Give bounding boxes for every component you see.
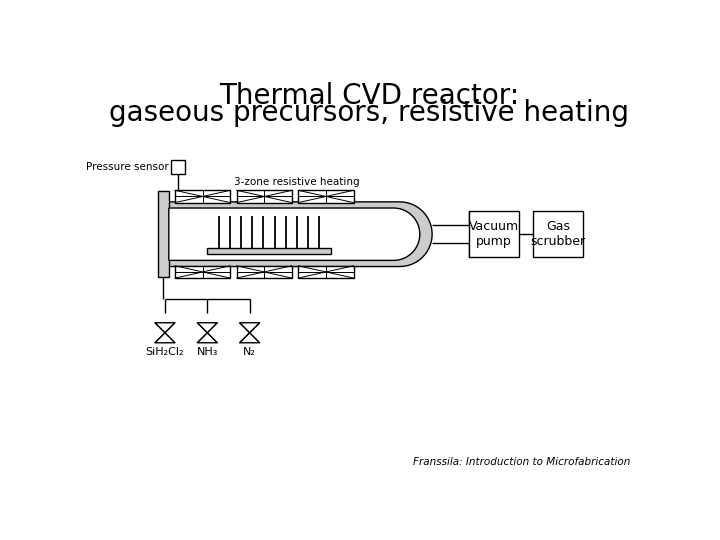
Polygon shape bbox=[240, 323, 260, 333]
Polygon shape bbox=[197, 323, 217, 333]
FancyBboxPatch shape bbox=[207, 248, 330, 254]
FancyBboxPatch shape bbox=[175, 190, 230, 202]
Text: Franssila: Introduction to Microfabrication: Franssila: Introduction to Microfabricat… bbox=[413, 457, 631, 467]
FancyBboxPatch shape bbox=[469, 211, 519, 257]
Text: gaseous precursors, resistive heating: gaseous precursors, resistive heating bbox=[109, 99, 629, 127]
Polygon shape bbox=[197, 333, 217, 343]
Text: Pressure sensor: Pressure sensor bbox=[86, 162, 168, 172]
Polygon shape bbox=[155, 323, 175, 333]
FancyBboxPatch shape bbox=[298, 266, 354, 278]
Text: SiH₂Cl₂: SiH₂Cl₂ bbox=[145, 347, 184, 356]
Text: NH₃: NH₃ bbox=[197, 347, 218, 356]
Polygon shape bbox=[155, 333, 175, 343]
FancyBboxPatch shape bbox=[237, 190, 292, 202]
FancyBboxPatch shape bbox=[298, 190, 354, 202]
FancyBboxPatch shape bbox=[158, 191, 168, 278]
PathPatch shape bbox=[168, 208, 420, 260]
FancyBboxPatch shape bbox=[175, 266, 230, 278]
FancyBboxPatch shape bbox=[237, 266, 292, 278]
FancyBboxPatch shape bbox=[171, 160, 185, 174]
Text: Gas
scrubber: Gas scrubber bbox=[531, 220, 585, 248]
Text: Thermal CVD reactor:: Thermal CVD reactor: bbox=[219, 82, 519, 110]
Text: N₂: N₂ bbox=[243, 347, 256, 356]
Text: 3-zone resistive heating: 3-zone resistive heating bbox=[234, 177, 360, 187]
Text: Vacuum
pump: Vacuum pump bbox=[469, 220, 519, 248]
PathPatch shape bbox=[168, 202, 432, 267]
Polygon shape bbox=[240, 333, 260, 343]
FancyBboxPatch shape bbox=[533, 211, 583, 257]
